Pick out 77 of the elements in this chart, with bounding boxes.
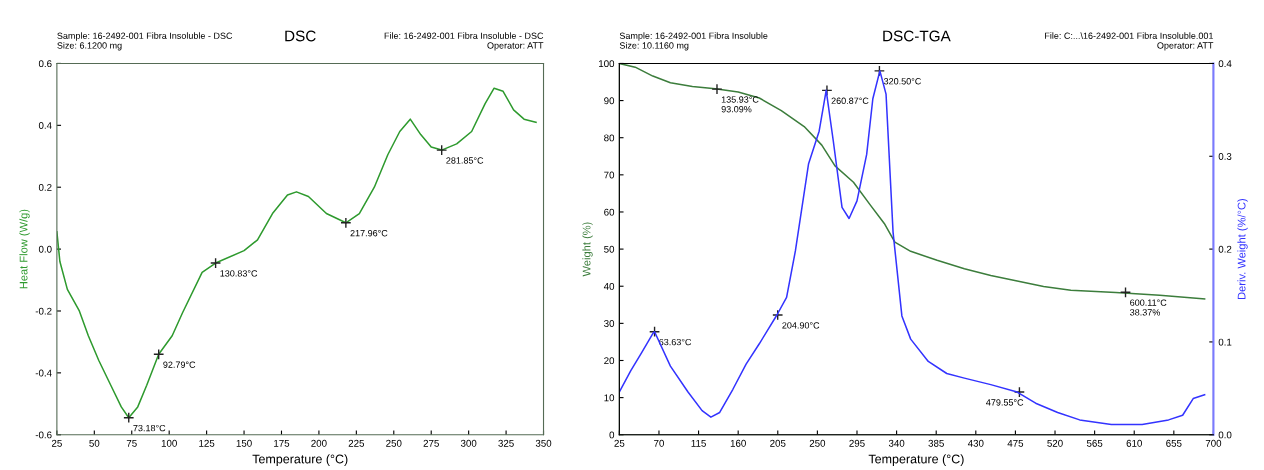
x-tick-label: 340	[888, 439, 905, 447]
y-tick-label: 50	[604, 245, 615, 253]
y-axis-title: Weight (%)	[582, 222, 593, 277]
y-tick-label: 20	[604, 357, 615, 365]
chart-title: DSC	[285, 30, 316, 42]
x-tick-label: 275	[423, 439, 439, 447]
y-tick-label: 0.0	[38, 245, 52, 253]
y-tick-label: 0.2	[38, 183, 52, 191]
annotation: 600.11°C 38.37%	[1130, 299, 1167, 316]
y-tick-label: 100	[599, 60, 615, 68]
annotation: 217.96°C	[350, 229, 388, 237]
y-tick-label: 10	[604, 394, 615, 402]
x-tick-label: 430	[967, 439, 984, 447]
annotation: 63.63°C	[659, 338, 692, 346]
text: File: 16-2492-001 Fibra Insoluble - DSC Operator: ATT	[384, 32, 544, 51]
y-tick-label: -0.4	[35, 369, 52, 377]
chart-title: DSC-TGA	[883, 30, 951, 42]
x-tick-label: 655	[1166, 439, 1182, 447]
text: File: C:...\16-2492-001 Fibra Insoluble.001 Operator: ATT	[1045, 32, 1214, 51]
y-tick-label: 40	[603, 282, 615, 290]
y-axis-title: Heat Flow (W/g)	[19, 209, 30, 289]
x-tick-label: 115	[691, 439, 706, 447]
y-tick-label: 30	[604, 320, 615, 327]
y-tick-label: 0.6	[38, 60, 52, 68]
x-tick-label: 565	[1086, 439, 1103, 447]
x-tick-label: 200	[311, 439, 327, 447]
y2-tick-label: 0.3	[1218, 153, 1232, 160]
x-tick-label: 25	[51, 439, 62, 447]
y-tick-label: -0.6	[35, 431, 52, 439]
x-tick-label: 225	[348, 439, 365, 447]
y-tick-label: 90	[604, 97, 615, 105]
y-tick-label: 60	[604, 208, 615, 216]
annotation: 73.18°C	[133, 424, 166, 432]
x-tick-label: 50	[89, 439, 100, 447]
x-tick-label: 75	[126, 439, 137, 447]
annotation: 479.55°C	[986, 399, 1024, 406]
x-axis-title: Temperature (°C)	[252, 454, 348, 466]
annotation: 320.50°C	[883, 78, 921, 85]
annotation: 260.87°C	[831, 97, 869, 104]
y2-tick-label: 0.4	[1218, 60, 1232, 68]
y2-tick-label: 0.0	[1218, 431, 1232, 439]
x-tick-label: 70	[654, 439, 664, 447]
x-tick-label: 385	[928, 439, 944, 447]
y-tick-label: 0.4	[38, 122, 52, 129]
y-tick-label: -0.2	[35, 307, 52, 315]
x-tick-label: 610	[1126, 439, 1142, 447]
y2-axis-title: Deriv. Weight (%/°C)	[1237, 198, 1248, 299]
x-tick-label: 250	[809, 439, 826, 447]
text: Sample: 16-2492-001 Fibra Insoluble - DSC Size: 6.1200 mg	[57, 32, 233, 51]
x-axis-title: Temperature (°C)	[868, 454, 964, 466]
y2-tick-label: 0.1	[1218, 338, 1232, 346]
x-tick-label: 100	[161, 439, 177, 447]
x-tick-label: 350	[535, 439, 552, 447]
x-tick-label: 700	[1205, 439, 1222, 447]
annotation: 130.83°C	[220, 270, 258, 277]
annotation: 204.90°C	[782, 322, 820, 329]
line-series	[619, 63, 1206, 300]
y2-tick-label: 0.2	[1218, 245, 1232, 253]
x-tick-label: 325	[498, 439, 514, 447]
x-tick-label: 295	[849, 439, 865, 447]
annotation: 92.79°C	[163, 361, 196, 368]
annotation: 281.85°C	[446, 157, 484, 164]
text: Sample: 16-2492-001 Fibra Insoluble Size: 10.1160 mg	[619, 32, 768, 51]
y-tick-label: 70	[604, 171, 615, 179]
x-tick-label: 520	[1047, 439, 1063, 447]
x-tick-label: 160	[730, 439, 746, 447]
x-tick-label: 150	[236, 439, 252, 447]
x-tick-label: 205	[770, 439, 786, 447]
y-tick-label: 0	[609, 431, 615, 439]
x-tick-label: 475	[1007, 439, 1024, 447]
y-tick-label: 80	[604, 134, 615, 142]
annotation: 135.93°C 93.09%	[721, 96, 759, 113]
x-tick-label: 125	[199, 439, 215, 447]
x-tick-label: 25	[614, 439, 625, 447]
x-tick-label: 300	[460, 439, 477, 447]
x-tick-label: 175	[274, 439, 290, 447]
x-tick-label: 250	[386, 439, 402, 447]
